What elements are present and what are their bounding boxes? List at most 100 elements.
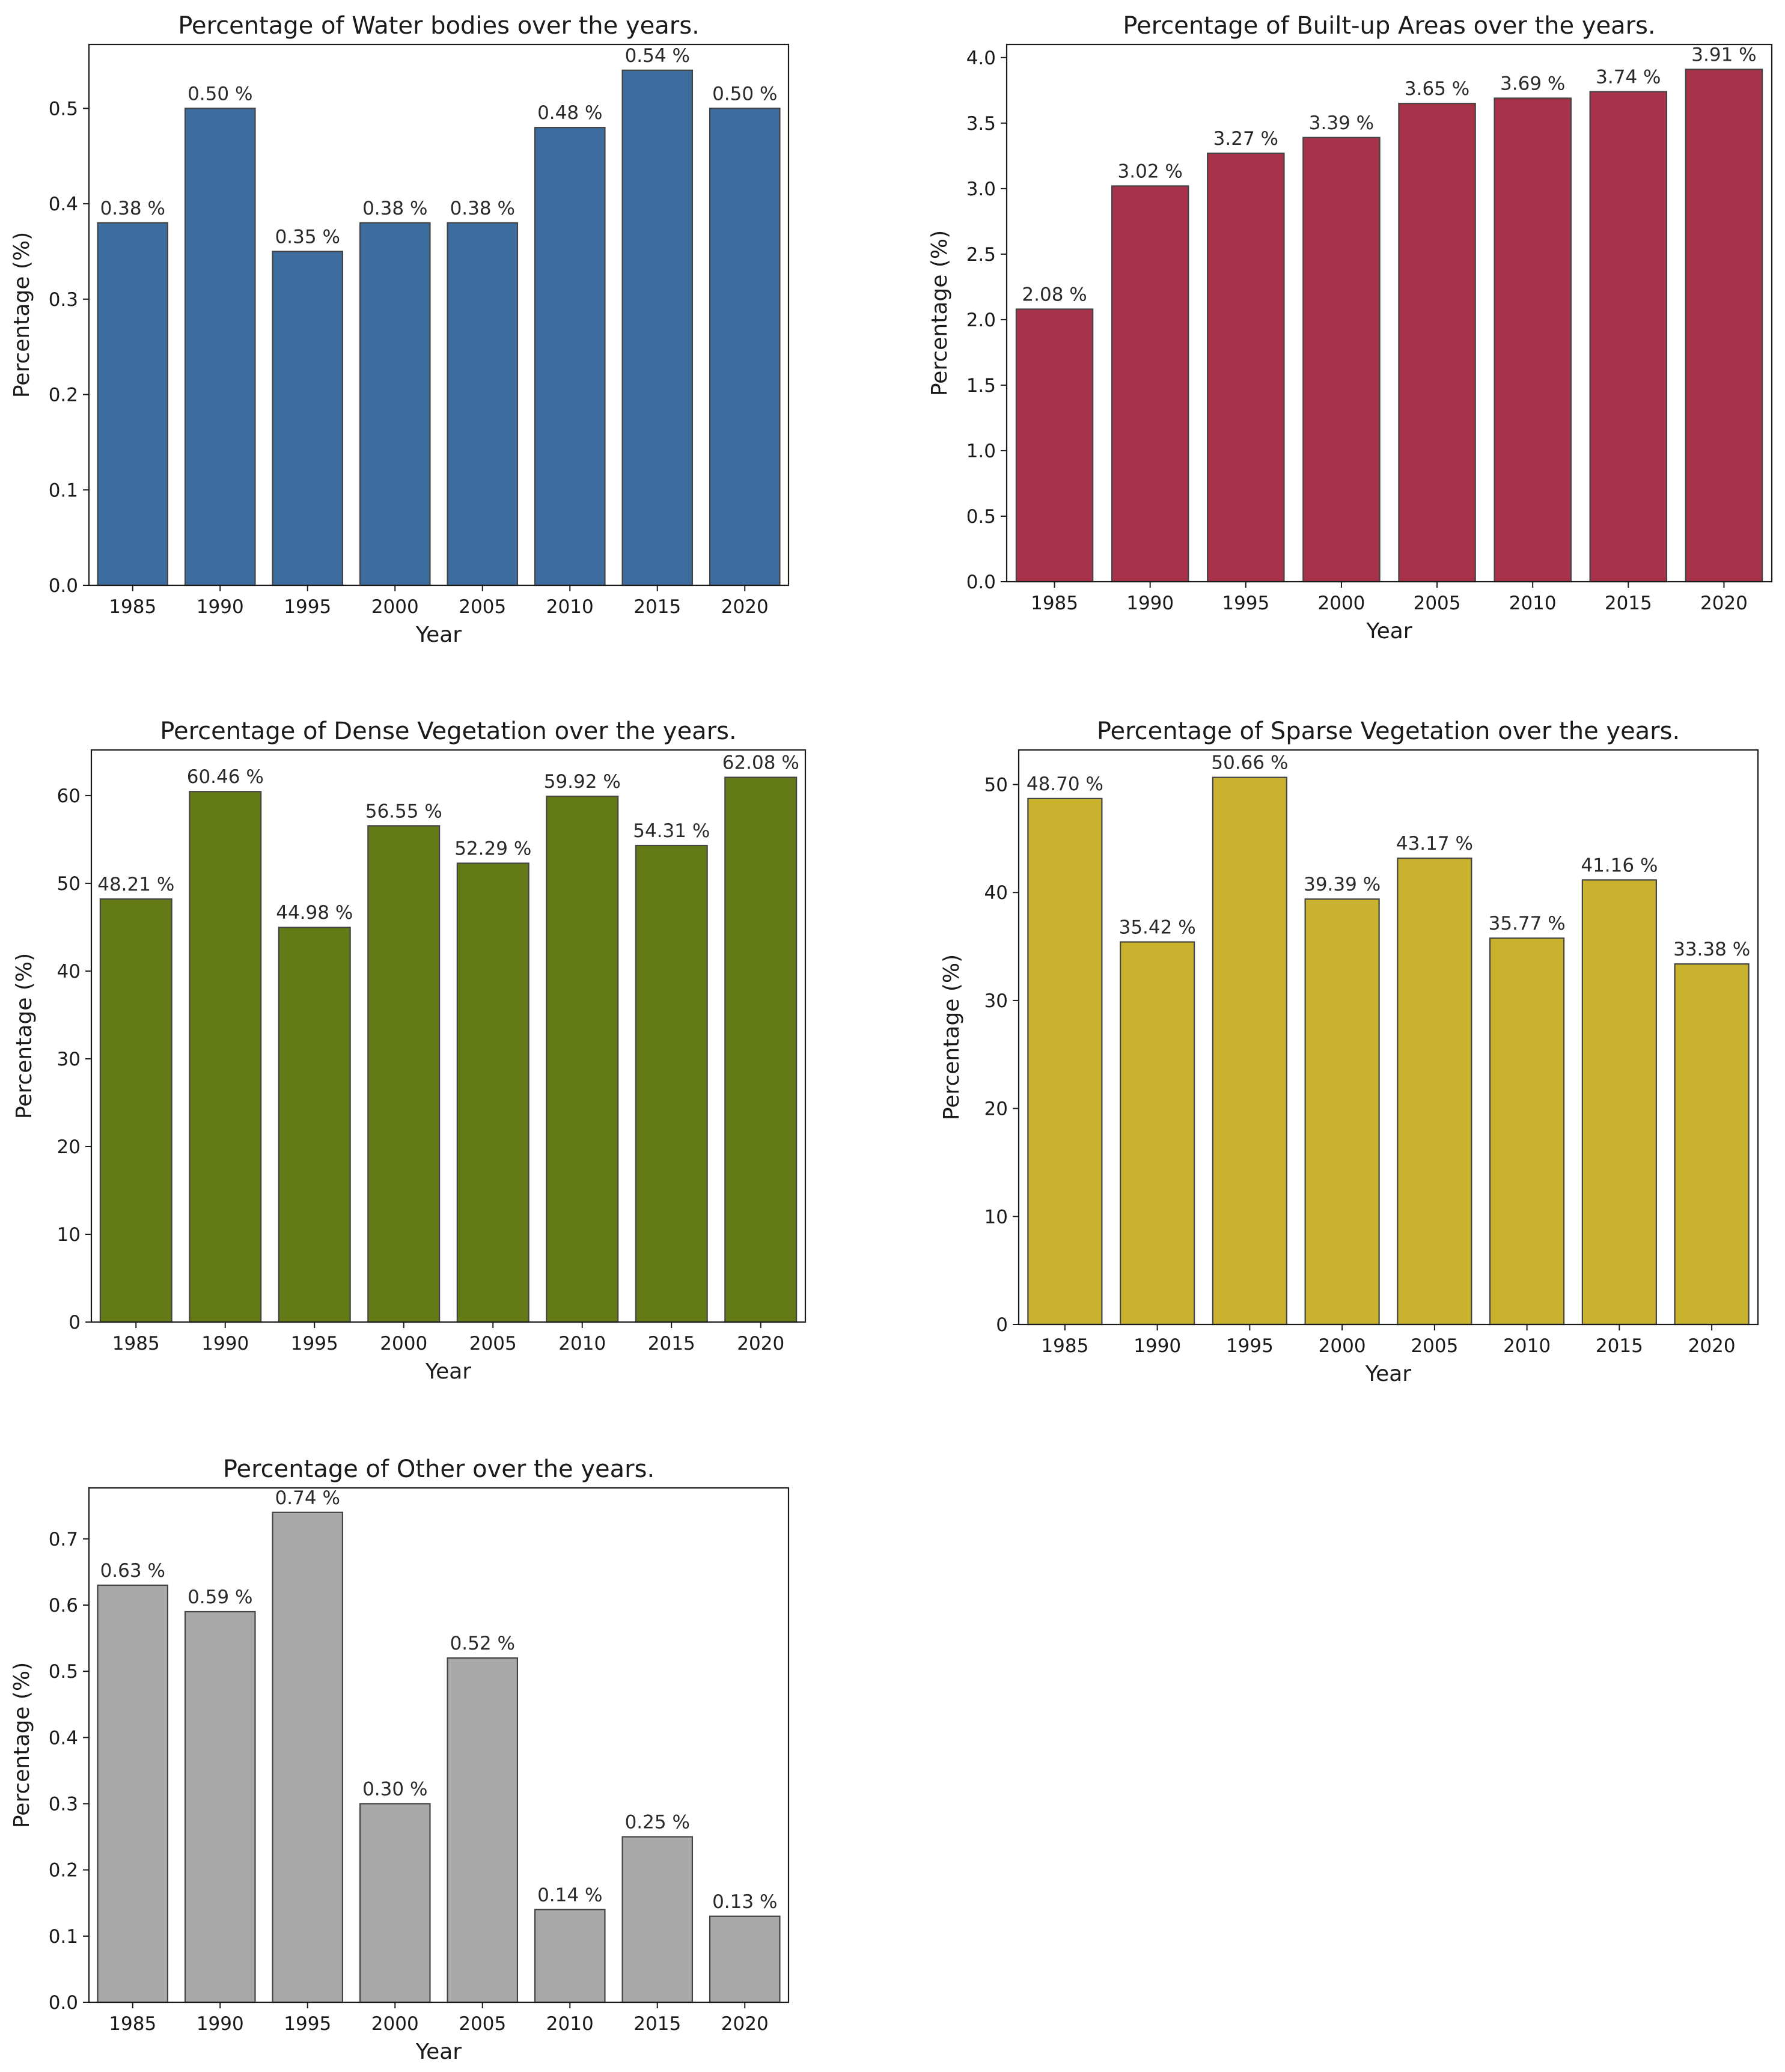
bar-1985	[1015, 308, 1094, 583]
bar-2010	[1489, 937, 1565, 1326]
x-tick-label: 1995	[284, 2013, 331, 2035]
x-tick-label: 2010	[1509, 593, 1557, 614]
data-label: 0.14 %	[537, 1885, 602, 1906]
bar-1995	[272, 1511, 344, 2003]
y-tick-label: 0.2	[49, 385, 78, 406]
x-tick-label: 2005	[459, 596, 506, 618]
x-tick-label: 2020	[721, 2013, 769, 2035]
x-tick-label: 1985	[1031, 593, 1078, 614]
x-tick-label: 2020	[737, 1333, 784, 1354]
y-tick-label: 20	[57, 1136, 81, 1158]
plot-frame	[90, 749, 807, 1323]
plot-frame	[1018, 749, 1759, 1326]
bar-1990	[184, 108, 256, 587]
data-label: 0.30 %	[362, 1778, 427, 1800]
x-tick-label: 2020	[1700, 593, 1748, 614]
y-tick-label: 0.5	[49, 98, 78, 120]
y-tick-label: 0.3	[49, 289, 78, 311]
x-tick-label: 2010	[1503, 1335, 1551, 1357]
bar-2005	[456, 862, 529, 1323]
other-chart: Percentage of Other over the years. 0.63 …	[10, 1455, 790, 2064]
data-label: 3.02 %	[1118, 160, 1183, 182]
bar-2000	[359, 1803, 431, 2003]
data-label: 0.48 %	[537, 102, 602, 124]
bar-2005	[447, 1657, 519, 2003]
x-tick-label: 2020	[1688, 1335, 1736, 1357]
data-label: 0.13 %	[712, 1891, 777, 1913]
chart-title: Percentage of Dense Vegetation over the …	[160, 718, 736, 745]
plot-frame	[88, 43, 790, 587]
built-up-areas-chart: Percentage of Built-up Areas over the ye…	[927, 12, 1773, 644]
data-label: 35.77 %	[1489, 913, 1566, 934]
x-tick-label: 1990	[197, 596, 244, 618]
x-tick-label: 1990	[197, 2013, 244, 2035]
y-tick-label: 30	[984, 990, 1008, 1012]
y-tick-label: 40	[984, 882, 1008, 904]
y-tick-label: 0.2	[49, 1860, 78, 1882]
y-tick-label: 0.4	[49, 1727, 78, 1749]
chart-title: Percentage of Other over the years.	[223, 1455, 654, 1483]
data-label: 0.38 %	[450, 198, 515, 219]
x-tick-label: 2005	[459, 2013, 506, 2035]
x-tick-label: 1985	[109, 2013, 156, 2035]
y-tick-label: 0.0	[49, 1992, 78, 2014]
x-tick-label: 2020	[721, 596, 769, 618]
bar-2010	[1494, 97, 1572, 583]
y-tick-label: 50	[984, 775, 1008, 796]
y-tick-label: 0.0	[966, 571, 996, 593]
chart-title: Percentage of Sparse Vegetation over the…	[1097, 718, 1680, 745]
data-label: 3.91 %	[1691, 44, 1756, 66]
plot-frame	[88, 1487, 790, 2003]
bar-2000	[1304, 898, 1380, 1326]
x-tick-label: 2000	[1317, 593, 1365, 614]
data-label: 41.16 %	[1581, 855, 1658, 876]
data-label: 0.25 %	[625, 1812, 690, 1833]
water-bodies-chart: Percentage of Water bodies over the year…	[10, 12, 790, 647]
data-label: 33.38 %	[1673, 939, 1750, 960]
x-axis-label: Year	[425, 1359, 471, 1384]
y-tick-label: 0	[996, 1314, 1008, 1336]
bar-2020	[1685, 69, 1763, 583]
bar-2010	[534, 1909, 606, 2003]
x-tick-label: 2015	[633, 2013, 681, 2035]
x-tick-label: 2005	[1414, 593, 1461, 614]
bar-2020	[724, 776, 798, 1323]
plot-frame	[1005, 43, 1773, 583]
bar-1990	[1120, 941, 1195, 1326]
x-axis-label: Year	[415, 2040, 462, 2064]
y-tick-label: 0.3	[49, 1793, 78, 1815]
data-label: 0.38 %	[100, 198, 165, 219]
bar-2015	[621, 69, 694, 587]
data-label: 0.59 %	[188, 1586, 252, 1608]
x-tick-label: 1985	[112, 1333, 160, 1354]
data-label: 3.74 %	[1596, 66, 1661, 88]
x-tick-label: 2005	[469, 1333, 517, 1354]
y-tick-label: 2.0	[966, 309, 996, 331]
bar-1990	[1111, 185, 1189, 583]
y-tick-label: 3.0	[966, 178, 996, 200]
y-tick-label: 60	[57, 785, 81, 807]
bar-2015	[1589, 91, 1668, 583]
bar-2000	[359, 222, 431, 587]
x-tick-label: 2000	[380, 1333, 427, 1354]
data-label: 3.65 %	[1405, 78, 1469, 100]
x-tick-label: 1995	[284, 596, 331, 618]
bar-1995	[1212, 776, 1287, 1326]
y-tick-label: 10	[984, 1206, 1008, 1228]
y-tick-label: 0.1	[49, 480, 78, 501]
data-label: 39.39 %	[1304, 874, 1381, 895]
bar-2000	[1302, 136, 1381, 583]
data-label: 48.70 %	[1027, 773, 1103, 795]
data-label: 0.35 %	[275, 226, 340, 248]
y-tick-label: 20	[984, 1098, 1008, 1120]
y-axis-label: Percentage (%)	[10, 1662, 34, 1828]
x-tick-label: 1995	[1226, 1335, 1274, 1357]
bar-2010	[534, 126, 606, 587]
x-tick-label: 1995	[291, 1333, 338, 1354]
x-tick-label: 2010	[546, 2013, 594, 2035]
data-label: 3.39 %	[1309, 112, 1374, 134]
bar-1995	[272, 251, 344, 587]
data-label: 3.27 %	[1213, 128, 1278, 150]
bar-2010	[546, 795, 619, 1323]
bar-2020	[709, 1915, 781, 2003]
